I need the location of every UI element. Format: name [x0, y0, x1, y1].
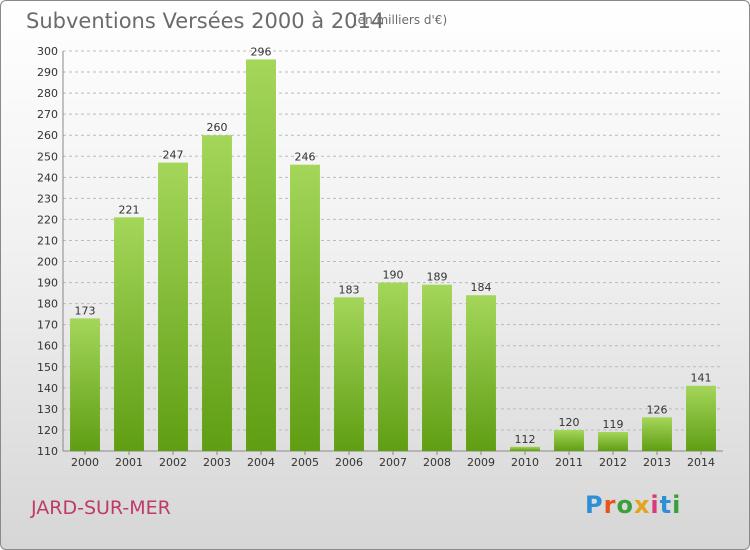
- bar-2007: [378, 282, 408, 451]
- x-tick-label: 2001: [115, 456, 143, 469]
- data-label: 126: [647, 403, 668, 416]
- y-tick-label: 170: [37, 319, 58, 332]
- unit-label: (en milliers d'€): [353, 13, 448, 27]
- data-label: 247: [163, 149, 184, 162]
- x-tick-label: 2005: [291, 456, 319, 469]
- y-tick-label: 190: [37, 277, 58, 290]
- x-tick-label: 2013: [643, 456, 671, 469]
- y-tick-label: 110: [37, 445, 58, 458]
- bar-2004: [246, 59, 276, 451]
- commune-name: JARD-SUR-MER: [31, 497, 171, 519]
- data-label: 120: [559, 416, 580, 429]
- y-tick-label: 270: [37, 108, 58, 121]
- data-label: 119: [603, 418, 624, 431]
- labels: 110 120 130 140 150 160 170 180 190 200 210 220 230 2…: [37, 45, 715, 469]
- x-tick-label: 2011: [555, 456, 583, 469]
- chart-title: Subventions Versées 2000 à 2014: [26, 9, 385, 33]
- bar-2005: [290, 164, 320, 451]
- data-label: 246: [295, 151, 316, 164]
- bar-2008: [422, 284, 452, 451]
- y-tick-label: 130: [37, 403, 58, 416]
- bar-2001: [114, 217, 144, 451]
- data-label: 112: [515, 433, 536, 446]
- data-label: 221: [119, 203, 140, 216]
- bar-2011: [554, 429, 584, 451]
- data-label: 190: [383, 269, 404, 282]
- y-tick-label: 200: [37, 256, 58, 269]
- data-label: 296: [251, 45, 272, 58]
- data-label: 184: [471, 281, 492, 294]
- bar-2009: [466, 295, 496, 451]
- bar-2014: [686, 385, 716, 451]
- bar-2000: [70, 318, 100, 451]
- x-tick-label: 2014: [687, 456, 715, 469]
- bar-2006: [334, 297, 364, 451]
- x-tick-label: 2009: [467, 456, 495, 469]
- x-tick-label: 2003: [203, 456, 231, 469]
- data-label: 183: [339, 283, 360, 296]
- y-tick-label: 250: [37, 150, 58, 163]
- y-tick-label: 150: [37, 361, 58, 374]
- y-tick-label: 290: [37, 66, 58, 79]
- proxiti-logo: Proxiti: [585, 491, 682, 519]
- y-tick-label: 120: [37, 424, 58, 437]
- data-label: 173: [75, 304, 96, 317]
- x-tick-label: 2008: [423, 456, 451, 469]
- y-tick-label: 240: [37, 171, 58, 184]
- x-tick-label: 2002: [159, 456, 187, 469]
- bar-2003: [202, 135, 232, 452]
- bar-2012: [598, 432, 628, 451]
- bar-2010: [510, 446, 540, 451]
- y-tick-label: 230: [37, 192, 58, 205]
- bars: [70, 59, 716, 452]
- x-tick-label: 2004: [247, 456, 275, 469]
- x-tick-label: 2010: [511, 456, 539, 469]
- bar-2013: [642, 417, 672, 451]
- x-tick-label: 2000: [71, 456, 99, 469]
- x-tick-label: 2012: [599, 456, 627, 469]
- x-tick-label: 2007: [379, 456, 407, 469]
- x-tick-label: 2006: [335, 456, 363, 469]
- data-label: 141: [691, 372, 712, 385]
- bar-2002: [158, 162, 188, 451]
- y-tick-label: 220: [37, 213, 58, 226]
- y-tick-label: 180: [37, 298, 58, 311]
- data-label: 260: [207, 121, 228, 134]
- y-tick-label: 140: [37, 382, 58, 395]
- y-tick-label: 300: [37, 45, 58, 58]
- y-tick-label: 280: [37, 87, 58, 100]
- y-tick-label: 160: [37, 340, 58, 353]
- y-tick-label: 210: [37, 234, 58, 247]
- data-label: 189: [427, 271, 448, 284]
- y-tick-label: 260: [37, 129, 58, 142]
